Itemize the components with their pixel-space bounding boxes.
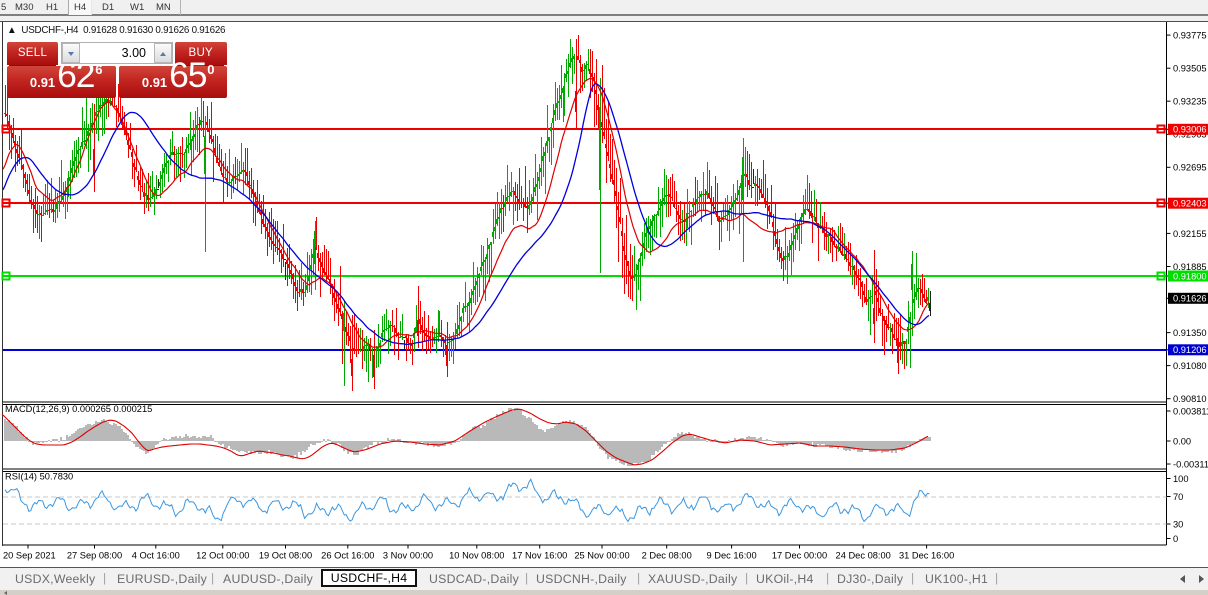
svg-text:10 Nov 08:00: 10 Nov 08:00: [449, 551, 504, 561]
svg-text:0.003811: 0.003811: [1173, 406, 1208, 416]
svg-text:25 Nov 00:00: 25 Nov 00:00: [574, 551, 629, 561]
svg-text:0.92695: 0.92695: [1173, 163, 1207, 173]
svg-text:24 Dec 08:00: 24 Dec 08:00: [836, 551, 891, 561]
svg-text:20 Sep 2021: 20 Sep 2021: [3, 551, 56, 561]
svg-text:0.91800: 0.91800: [1173, 271, 1207, 281]
svg-text:0.90810: 0.90810: [1173, 394, 1207, 404]
svg-text:9 Dec 16:00: 9 Dec 16:00: [707, 551, 757, 561]
svg-text:0.92403: 0.92403: [1173, 199, 1207, 209]
svg-text:3 Nov 00:00: 3 Nov 00:00: [383, 551, 433, 561]
svg-text:17 Dec 00:00: 17 Dec 00:00: [772, 551, 827, 561]
svg-text:0: 0: [1173, 534, 1178, 544]
svg-text:31 Dec 16:00: 31 Dec 16:00: [899, 551, 954, 561]
svg-text:0.91626: 0.91626: [1173, 294, 1207, 304]
svg-text:30: 30: [1173, 519, 1183, 529]
svg-text:RSI(14) 50.7830: RSI(14) 50.7830: [5, 472, 73, 482]
svg-text:0.91885: 0.91885: [1173, 262, 1207, 272]
svg-text:4 Oct 16:00: 4 Oct 16:00: [132, 551, 180, 561]
svg-text:0.93505: 0.93505: [1173, 64, 1207, 74]
svg-text:26 Oct 16:00: 26 Oct 16:00: [321, 551, 374, 561]
svg-text:17 Nov 16:00: 17 Nov 16:00: [512, 551, 567, 561]
svg-text:12 Oct 00:00: 12 Oct 00:00: [196, 551, 249, 561]
svg-text:0.93775: 0.93775: [1173, 31, 1207, 41]
svg-text:27 Sep 08:00: 27 Sep 08:00: [67, 551, 122, 561]
svg-text:MACD(12,26,9) 0.000265 0.00021: MACD(12,26,9) 0.000265 0.000215: [5, 404, 152, 414]
svg-text:70: 70: [1173, 492, 1183, 502]
svg-text:0.93006: 0.93006: [1173, 125, 1207, 135]
svg-text:19 Oct 08:00: 19 Oct 08:00: [259, 551, 312, 561]
svg-text:0.92155: 0.92155: [1173, 229, 1207, 239]
svg-text:0.00: 0.00: [1173, 436, 1191, 446]
svg-text:-0.003115: -0.003115: [1173, 459, 1208, 469]
svg-text:0.91206: 0.91206: [1173, 345, 1207, 355]
svg-text:0.93235: 0.93235: [1173, 97, 1207, 107]
svg-text:100: 100: [1173, 474, 1189, 484]
svg-text:2 Dec 08:00: 2 Dec 08:00: [642, 551, 692, 561]
svg-text:0.91350: 0.91350: [1173, 328, 1207, 338]
svg-text:0.91080: 0.91080: [1173, 361, 1207, 371]
